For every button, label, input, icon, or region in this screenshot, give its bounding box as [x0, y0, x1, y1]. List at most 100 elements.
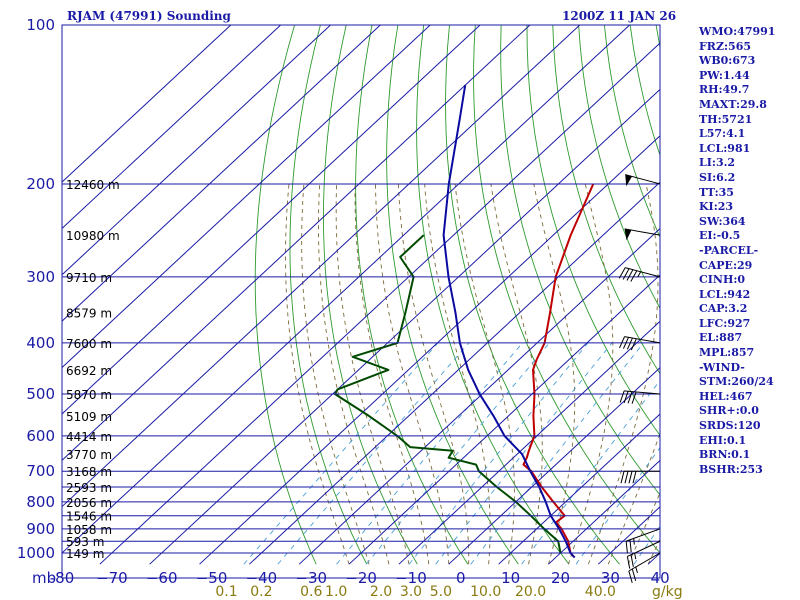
mixing-ratio-line: [365, 342, 550, 565]
stat-item: CAPE:29: [699, 258, 753, 272]
stat-item: -PARCEL-: [699, 243, 759, 257]
barb-half-feather: [634, 552, 637, 560]
temperature-tick-label: 40: [651, 569, 670, 587]
height-label: 2593 m: [66, 481, 112, 495]
mixing-ratio-tick-label: 0.6: [300, 584, 322, 600]
stat-item: TT:35: [699, 185, 734, 199]
barb-feather: [626, 556, 631, 569]
isotherm: [62, 25, 281, 230]
mixing-ratio-line: [243, 342, 439, 565]
moist-adiabat: [607, 432, 660, 565]
barb-staff: [624, 336, 661, 344]
isotherm: [298, 227, 660, 565]
stat-item: CINH:0: [699, 273, 746, 287]
temperature-tick-label: -80: [50, 569, 75, 587]
isotherm: [62, 25, 331, 276]
moist-adiabat: [454, 183, 515, 565]
temperature-tick-label: −10: [395, 569, 427, 587]
mixing-ratio-line: [336, 342, 523, 565]
barb-feather: [622, 337, 629, 349]
stat-item: TH:5721: [699, 112, 753, 126]
stat-item: SI:6.2: [699, 170, 736, 184]
height-label: 9710 m: [66, 271, 112, 285]
isotherm: [398, 320, 660, 565]
wind-barb-6: [618, 267, 661, 282]
plot-area: [62, 25, 660, 565]
isotherm: [62, 25, 481, 415]
isotherm: [348, 274, 660, 565]
plot-frame: [61, 24, 661, 579]
dry-adiabat: [500, 25, 660, 496]
stat-item: PW:1.44: [699, 68, 750, 82]
barb-feather: [622, 268, 630, 280]
sounding-series-2: [442, 85, 576, 559]
temperature-tick-label: 0: [456, 569, 466, 587]
stat-item: SHR+:0.0: [699, 404, 759, 418]
wind-barb-5: [619, 336, 661, 351]
isotherm: [62, 25, 431, 369]
height-label: 4414 m: [66, 430, 112, 444]
isotherm: [149, 88, 660, 565]
moist-adiabat: [567, 183, 614, 565]
stat-item: SRDS:120: [699, 419, 761, 433]
mixing-ratio-unit-label: g/kg: [652, 584, 683, 600]
isotherm: [62, 25, 232, 183]
height-label: 1058 m: [66, 523, 112, 537]
temperature-tick-label: −30: [295, 569, 327, 587]
barb-feather: [619, 336, 626, 349]
moist-adiabat: [318, 183, 390, 565]
mixing-ratio-line: [521, 379, 660, 565]
pressure-tick-label: 400: [26, 334, 55, 352]
moist-adiabat: [335, 183, 410, 565]
wind-barb-7: [624, 228, 661, 241]
mixing-ratio-tick-label: 20.0: [515, 584, 546, 600]
stat-item: -WIND-: [699, 360, 745, 374]
height-label: 5870 m: [66, 388, 112, 402]
height-label: 10980 m: [66, 229, 120, 243]
barb-feather: [629, 539, 632, 553]
pressure-tick-label: 200: [26, 175, 55, 193]
barb-feather: [625, 541, 628, 554]
valid-time: 1200Z 11 JAN 26: [562, 9, 677, 23]
pressure-tick-label: 700: [26, 462, 55, 480]
barb-feather: [628, 471, 633, 484]
stat-item: MPL:857: [699, 346, 755, 360]
height-label: 3168 m: [66, 465, 112, 479]
barb-staff: [627, 540, 661, 557]
dry-adiabat: [254, 25, 317, 565]
mixing-ratio-line: [435, 342, 613, 565]
barb-feather: [628, 570, 633, 584]
mixing-ratio-line: [408, 342, 589, 565]
barb-half-feather: [635, 566, 638, 574]
mixing-ratio-line: [575, 447, 660, 565]
pressure-tick-label: 600: [26, 427, 55, 445]
mixing-ratio-tick-label: 40.0: [585, 584, 616, 600]
wind-barb-8: [625, 174, 661, 187]
temperature-tick-label: −50: [196, 569, 228, 587]
height-label: 8579 m: [66, 306, 112, 320]
barb-flag: [625, 174, 632, 187]
mixing-ratio-line: [470, 342, 644, 565]
barb-feather: [630, 338, 637, 351]
isotherm: [498, 413, 660, 565]
isotherm: [448, 367, 660, 565]
barb-feather: [623, 391, 629, 404]
barb-staff: [626, 528, 661, 542]
isotherm: [62, 25, 381, 322]
temperature-tick-label: −70: [96, 569, 128, 587]
barb-staff: [624, 390, 661, 395]
stat-item: CAP:3.2: [699, 302, 748, 316]
stat-item: LI:3.2: [699, 156, 736, 170]
isotherm: [199, 135, 660, 565]
barb-feather: [626, 337, 633, 350]
barb-feather: [632, 471, 637, 484]
mixing-ratio-tick-label: 1.0: [325, 584, 347, 600]
stat-item: FRZ:565: [699, 39, 752, 53]
moist-adiabat: [490, 183, 543, 565]
stat-item: EI:-0.5: [699, 229, 741, 243]
sounding-series-0: [522, 183, 595, 559]
height-label: 593 m: [66, 535, 104, 549]
barb-feather: [624, 471, 629, 484]
stat-item: LFC:927: [699, 316, 751, 330]
stat-item: BRN:0.1: [699, 448, 751, 462]
